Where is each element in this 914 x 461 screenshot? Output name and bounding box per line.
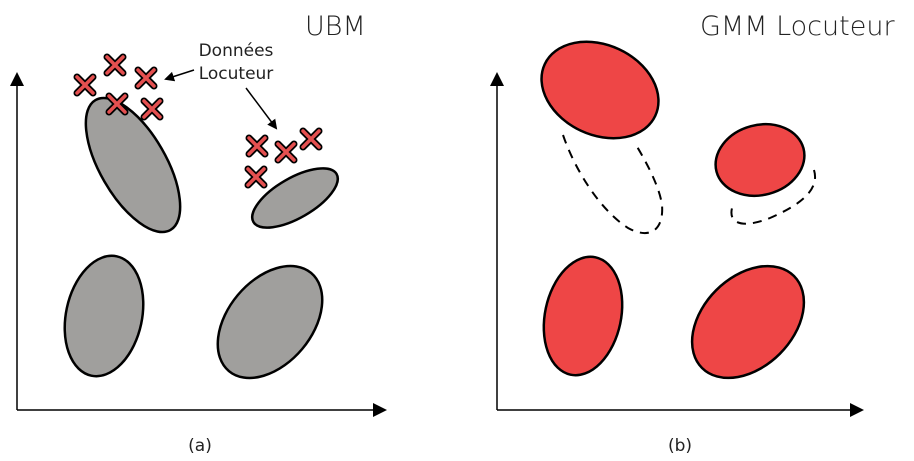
ubm-outline-dashed xyxy=(562,134,817,234)
annotation-arrows xyxy=(164,69,278,130)
caption: (a) xyxy=(188,436,212,456)
ubm-ellipses xyxy=(63,96,340,380)
gmm-ellipses xyxy=(540,40,806,380)
annotation: Données xyxy=(199,41,274,61)
annotation: Locuteur xyxy=(199,64,274,84)
axes-left xyxy=(10,72,387,417)
axes-right xyxy=(490,72,864,417)
caption: (b) xyxy=(668,436,692,456)
panel-title: UBM xyxy=(305,11,366,42)
speaker-data-crosses xyxy=(73,53,323,189)
panel-title: GMM Locuteur xyxy=(700,11,895,42)
